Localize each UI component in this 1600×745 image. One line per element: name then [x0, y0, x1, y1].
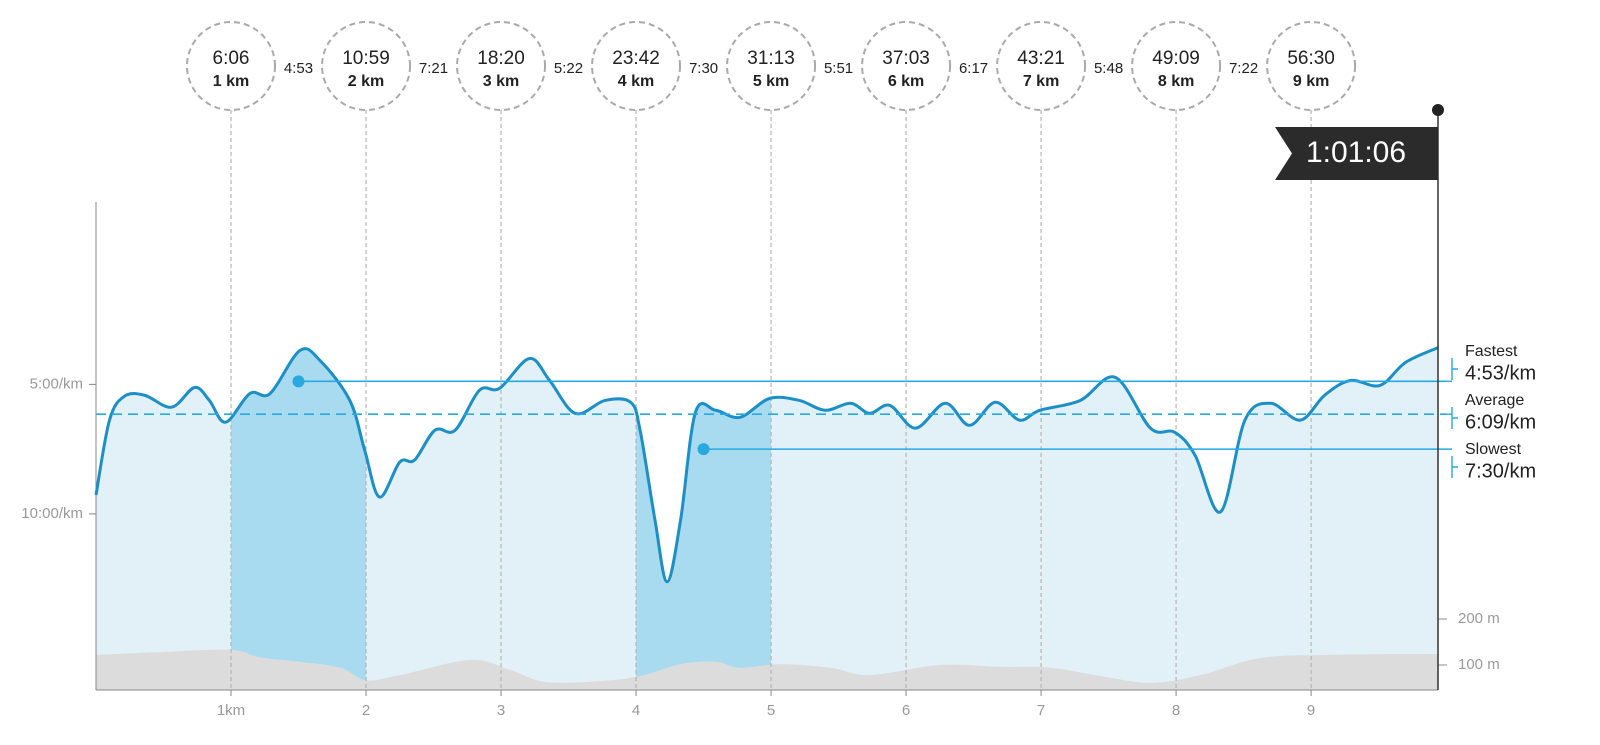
- legend-value: 7:30/km: [1465, 460, 1536, 482]
- split-distance: 7 km: [1023, 73, 1059, 90]
- y2-tick-label: 200 m: [1458, 610, 1500, 627]
- split-distance: 6 km: [888, 73, 924, 90]
- x-tick-label: 7: [1037, 702, 1045, 719]
- y2-tick-label: 100 m: [1458, 656, 1500, 673]
- legend-value: 4:53/km: [1465, 362, 1536, 384]
- legend-bracket: [1446, 358, 1458, 383]
- split-circle: [726, 21, 817, 111]
- lap-pace: 7:22: [1229, 60, 1258, 77]
- lap-band: [231, 348, 367, 690]
- split-time: 49:09: [1152, 48, 1200, 69]
- elevation-area: [96, 649, 1438, 690]
- finish-flag: [1275, 127, 1438, 180]
- finish-time: 1:01:06: [1306, 136, 1406, 169]
- lap-pace: 7:30: [689, 60, 718, 77]
- split-distance: 5 km: [753, 73, 789, 90]
- split-circle: [186, 21, 277, 111]
- x-tick-label: 6: [902, 702, 910, 719]
- legend-name: Slowest: [1465, 441, 1522, 458]
- x-tick-label: 4: [632, 702, 640, 719]
- pace-line: [94, 346, 1439, 584]
- lap-pace: 5:22: [554, 60, 583, 77]
- split-time: 43:21: [1017, 48, 1065, 69]
- lap-pace: 4:53: [284, 60, 313, 77]
- split-distance: 4 km: [618, 73, 654, 90]
- split-distance: 8 km: [1158, 73, 1194, 90]
- split-time: 56:30: [1287, 48, 1335, 69]
- split-distance: 9 km: [1293, 73, 1329, 90]
- legend-bracket: [1446, 407, 1458, 429]
- split-circle: [456, 21, 547, 111]
- legend-value: 6:09/km: [1465, 411, 1536, 433]
- split-distance: 2 km: [348, 73, 384, 90]
- x-tick-label: 5: [767, 702, 775, 719]
- split-time: 37:03: [882, 48, 930, 69]
- split-circle: [1131, 21, 1222, 111]
- legend-name: Fastest: [1465, 343, 1518, 360]
- split-distance: 3 km: [483, 73, 519, 90]
- x-tick-label: 3: [497, 702, 505, 719]
- y-tick-label: 10:00/km: [21, 505, 83, 522]
- split-time: 23:42: [612, 48, 660, 69]
- x-tick-label: 9: [1307, 702, 1315, 719]
- x-tick-label: 2: [362, 702, 370, 719]
- split-time: 6:06: [213, 48, 250, 69]
- lap-pace: 5:48: [1094, 60, 1123, 77]
- lap-band: [636, 398, 772, 690]
- legend-name: Average: [1465, 392, 1524, 409]
- x-tick-label: 1km: [217, 702, 245, 719]
- lap-pace: 7:21: [419, 60, 448, 77]
- split-time: 18:20: [477, 48, 525, 69]
- reference-dot: [292, 375, 305, 388]
- split-circle: [861, 21, 952, 111]
- y-tick-label: 5:00/km: [30, 375, 83, 392]
- reference-dot: [697, 443, 710, 456]
- finish-dot: [1432, 104, 1444, 116]
- lap-pace: 5:51: [824, 60, 853, 77]
- split-time: 31:13: [747, 48, 795, 69]
- lap-pace: 6:17: [959, 60, 988, 77]
- x-tick-label: 8: [1172, 702, 1180, 719]
- split-circle: [591, 21, 682, 111]
- split-distance: 1 km: [213, 73, 249, 90]
- split-circle: [1266, 21, 1357, 111]
- split-time: 10:59: [342, 48, 390, 69]
- split-circle: [996, 21, 1087, 111]
- legend-bracket: [1446, 448, 1458, 478]
- split-circle: [321, 21, 412, 111]
